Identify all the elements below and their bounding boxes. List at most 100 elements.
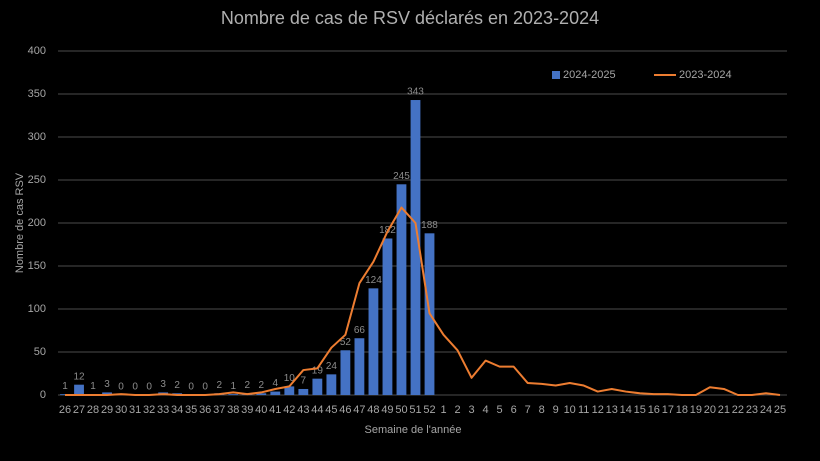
- x-tick-label: 47: [353, 404, 365, 416]
- x-tick-label: 33: [157, 404, 169, 416]
- y-tick-label: 250: [28, 174, 46, 186]
- data-label: 0: [132, 382, 138, 393]
- data-label: 7: [301, 376, 307, 387]
- data-label: 245: [393, 171, 410, 182]
- bar: [228, 394, 239, 395]
- x-tick-label: 32: [143, 404, 155, 416]
- x-tick-label: 28: [87, 404, 99, 416]
- x-tick-label: 42: [283, 404, 295, 416]
- data-label: 66: [354, 325, 366, 336]
- data-label: 1: [62, 381, 68, 392]
- data-label: 12: [73, 371, 85, 382]
- data-label: 2: [244, 380, 250, 391]
- x-tick-label: 8: [539, 404, 545, 416]
- data-label: 3: [160, 379, 166, 390]
- x-tick-label: 44: [311, 404, 323, 416]
- x-tick-label: 2: [454, 404, 460, 416]
- y-tick-label: 350: [28, 88, 46, 100]
- x-tick-label: 4: [483, 404, 489, 416]
- bar: [312, 378, 323, 395]
- x-tick-label: 17: [662, 404, 674, 416]
- x-tick-label: 24: [760, 404, 772, 416]
- data-label: 52: [340, 337, 352, 348]
- data-label: 10: [284, 373, 296, 384]
- x-tick-label: 48: [367, 404, 379, 416]
- y-tick-label: 100: [28, 303, 46, 315]
- x-tick-label: 34: [171, 404, 183, 416]
- legend-swatch: [552, 71, 560, 79]
- bar: [270, 391, 281, 395]
- x-tick-label: 43: [297, 404, 309, 416]
- x-tick-label: 20: [704, 404, 716, 416]
- data-label: 3: [104, 379, 110, 390]
- y-axis-title: Nombre de cas RSV: [14, 172, 26, 273]
- data-label: 0: [188, 382, 194, 393]
- data-label: 1: [90, 381, 96, 392]
- data-label: 343: [407, 87, 424, 98]
- x-tick-label: 45: [325, 404, 337, 416]
- x-tick-label: 15: [634, 404, 646, 416]
- x-tick-label: 12: [592, 404, 604, 416]
- data-label: 2: [174, 380, 180, 391]
- x-tick-label: 23: [746, 404, 758, 416]
- x-tick-label: 1: [440, 404, 446, 416]
- x-tick-label: 18: [676, 404, 688, 416]
- bar: [354, 338, 365, 395]
- bar: [326, 374, 337, 395]
- bar: [382, 238, 393, 395]
- x-tick-label: 36: [199, 404, 211, 416]
- x-tick-label: 46: [339, 404, 351, 416]
- x-tick-label: 5: [497, 404, 503, 416]
- data-label: 0: [118, 382, 124, 393]
- x-tick-label: 31: [129, 404, 141, 416]
- x-tick-label: 30: [115, 404, 127, 416]
- data-label: 124: [365, 275, 382, 286]
- data-label: 19: [312, 365, 324, 376]
- x-tick-label: 21: [718, 404, 730, 416]
- x-tick-label: 22: [732, 404, 744, 416]
- x-tick-label: 16: [648, 404, 660, 416]
- data-label: 0: [146, 382, 152, 393]
- x-tick-label: 26: [59, 404, 71, 416]
- bar: [74, 384, 84, 395]
- chart-title: Nombre de cas de RSV déclarés en 2023-20…: [221, 8, 599, 28]
- data-label: 4: [273, 378, 279, 389]
- data-label: 0: [202, 382, 208, 393]
- x-tick-label: 40: [255, 404, 267, 416]
- data-label: 2: [216, 380, 222, 391]
- x-tick-label: 9: [553, 404, 559, 416]
- x-axis-title: Semaine de l'année: [365, 424, 462, 436]
- y-tick-label: 0: [40, 389, 46, 401]
- x-tick-label: 6: [511, 404, 517, 416]
- x-tick-label: 27: [73, 404, 85, 416]
- legend-label: 2023-2024: [679, 69, 732, 81]
- x-tick-label: 3: [469, 404, 475, 416]
- bar: [340, 350, 351, 395]
- bar: [102, 392, 112, 395]
- x-tick-label: 51: [409, 404, 421, 416]
- data-label: 1: [230, 381, 236, 392]
- y-tick-label: 300: [28, 131, 46, 143]
- x-tick-label: 19: [690, 404, 702, 416]
- x-tick-label: 50: [395, 404, 407, 416]
- bar: [284, 386, 295, 395]
- y-tick-label: 400: [28, 45, 46, 57]
- legend-label: 2024-2025: [563, 69, 616, 81]
- x-tick-label: 37: [213, 404, 225, 416]
- x-tick-label: 10: [564, 404, 576, 416]
- x-tick-label: 52: [423, 404, 435, 416]
- x-tick-label: 49: [381, 404, 393, 416]
- x-tick-label: 38: [227, 404, 239, 416]
- data-label: 2: [258, 380, 264, 391]
- y-tick-label: 50: [34, 346, 46, 358]
- x-tick-label: 39: [241, 404, 253, 416]
- bar: [256, 393, 267, 395]
- x-tick-label: 41: [269, 404, 281, 416]
- y-tick-label: 150: [28, 260, 46, 272]
- line: [65, 206, 781, 396]
- bar: [298, 388, 309, 395]
- bar: [410, 100, 421, 396]
- y-tick-label: 200: [28, 217, 46, 229]
